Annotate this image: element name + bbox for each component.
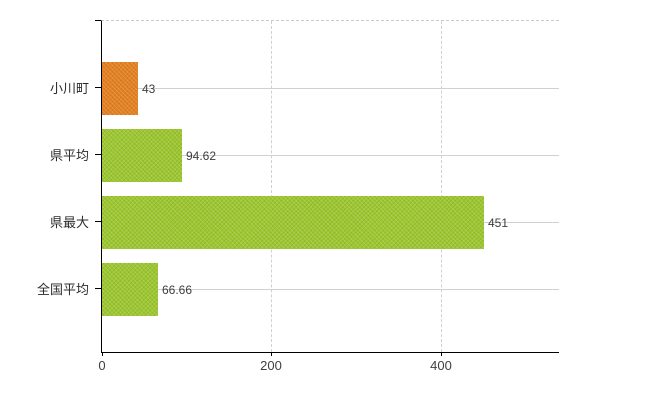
category-label: 県平均	[49, 148, 89, 163]
bar-県平均	[102, 129, 182, 182]
bar-value-label: 43	[142, 81, 156, 96]
x-axis-tick-label: 400	[430, 358, 452, 373]
bar-row: 451	[102, 189, 559, 256]
category-label: 小川町	[49, 81, 89, 96]
bar-value-label: 66.66	[162, 282, 193, 297]
bar-row: 66.66	[102, 256, 559, 323]
x-axis-tick	[271, 352, 272, 356]
bar-全国平均	[102, 263, 158, 316]
horizontal-gridline	[102, 289, 559, 290]
x-axis-tick	[441, 352, 442, 356]
plot-area: 43 94.62 451 66.66	[101, 20, 559, 353]
bar-row: 43	[102, 55, 559, 122]
bar-value-label: 451	[488, 215, 509, 230]
horizontal-gridline	[102, 155, 559, 156]
category-label: 全国平均	[36, 282, 89, 297]
category-axis-tick	[95, 87, 101, 88]
category-axis: 小川町県平均県最大全国平均	[0, 20, 101, 351]
bar-小川町	[102, 62, 138, 115]
category-axis-tick	[95, 288, 101, 289]
x-axis-tick	[102, 352, 103, 356]
category-axis-tick	[95, 221, 101, 222]
category-axis-tick	[95, 154, 101, 155]
bar-row: 94.62	[102, 122, 559, 189]
bar-県最大	[102, 196, 484, 249]
x-axis-tick-label: 0	[98, 358, 106, 373]
x-axis-tick-label: 200	[260, 358, 282, 373]
category-label: 県最大	[49, 215, 89, 230]
y-axis-top-tick	[95, 20, 101, 21]
bar-value-label: 94.62	[186, 148, 217, 163]
vertical-gridline	[441, 21, 442, 352]
horizontal-gridline	[102, 88, 559, 89]
vertical-gridline	[271, 21, 272, 352]
